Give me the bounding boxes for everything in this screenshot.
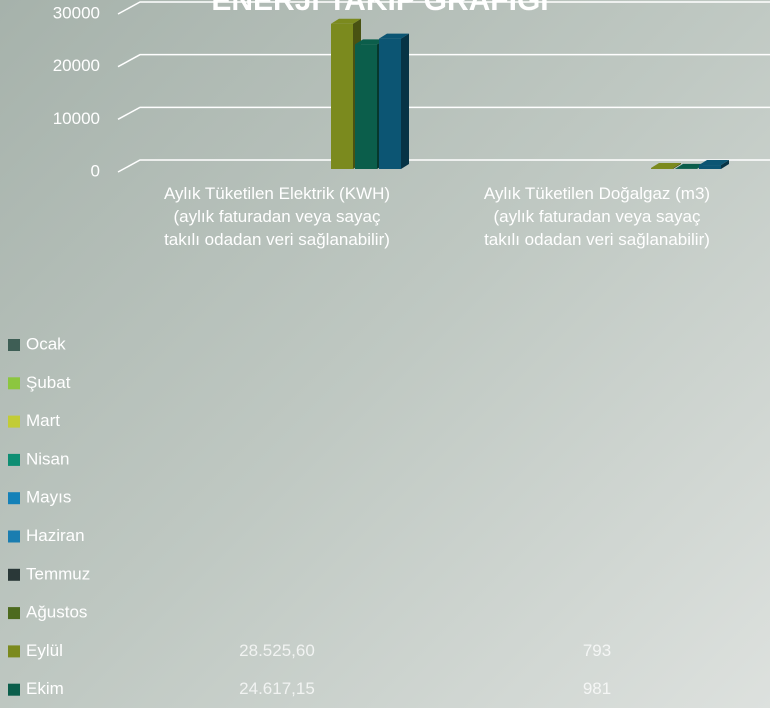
legend-label: Ocak [26,334,66,353]
bar [355,44,377,169]
legend-swatch [8,645,20,658]
bar-side [721,160,729,169]
y-tick-label: 0 [91,161,100,180]
legend-swatch [8,530,20,543]
legend-label: Mart [26,411,60,430]
bar [699,165,721,169]
legend-label: Eylül [26,641,63,660]
legend-swatch [8,492,20,505]
bar [331,23,353,170]
legend-label: Ağustos [26,603,87,622]
legend-label: Şubat [26,373,71,392]
grid-line [117,159,770,173]
legend-label: Mayıs [26,488,71,507]
y-tick-label: 10000 [53,109,100,128]
legend-swatch [8,683,20,696]
bar-top [651,163,681,168]
legend-swatch [8,607,20,620]
grid-line [117,106,770,120]
y-tick-label: 20000 [53,56,100,75]
bar-top [699,160,729,166]
table-value: 793 [583,641,611,660]
bar-side [401,33,409,169]
grid-line [117,1,770,15]
table-value: 981 [583,679,611,698]
x-tick-label: Aylık Tüketilen Elektrik (KWH) (aylık fa… [163,184,391,249]
legend-swatch [8,568,20,581]
table-value: 24.617,15 [239,679,315,698]
legend-swatch [8,339,20,351]
bar-top [355,39,385,45]
bar-side [673,163,681,169]
legend-label: Haziran [26,526,85,545]
y-tick-label: 30000 [53,3,100,22]
bar-top [675,163,705,169]
bar [651,168,673,169]
legend-swatch [8,377,20,390]
chart-title: ENERJİ TAKİP GRAFİĞİ [211,0,548,17]
bar-top [331,18,361,24]
legend-label: Temmuz [26,564,90,583]
legend-label: Nisan [26,449,69,468]
bar [379,38,401,169]
grid-line [117,53,770,68]
legend-swatch [8,453,20,466]
bar-top [379,33,409,39]
legend-label: Ekim [26,679,64,698]
legend-swatch [8,415,20,428]
x-tick-label: Aylık Tüketilen Doğalgaz (m3) (aylık fat… [483,184,711,249]
table-value: 28.525,60 [239,641,315,660]
